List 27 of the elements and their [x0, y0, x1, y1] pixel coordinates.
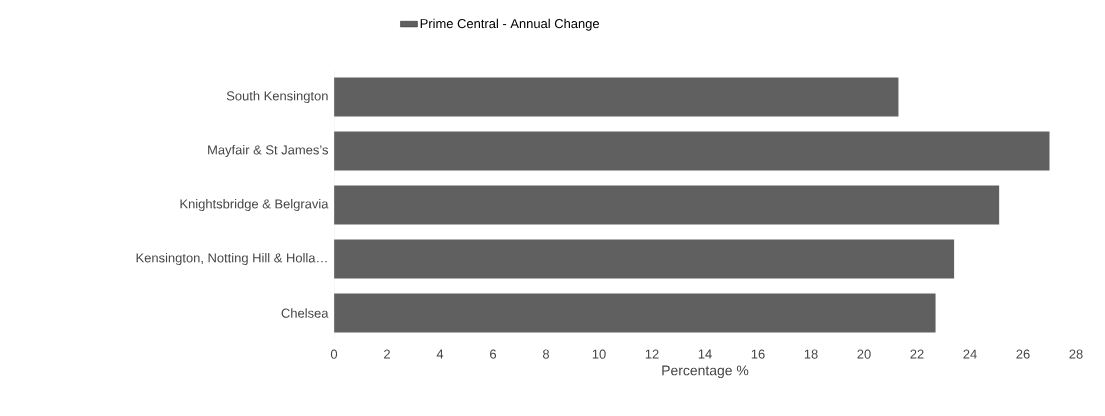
bar: [334, 185, 1000, 225]
bar: [334, 293, 936, 333]
y-tick-label: Mayfair & St James’s: [208, 144, 329, 158]
y-tick-label: South Kensington: [226, 90, 328, 104]
x-tick-label: 16: [751, 349, 765, 359]
x-tick-label: 18: [804, 349, 818, 359]
legend-label: Prime Central - Annual Change: [420, 18, 600, 31]
x-tick-label: 14: [698, 349, 712, 359]
x-tick-label: 4: [436, 349, 444, 359]
x-tick-label: 28: [1069, 349, 1083, 359]
x-tick-label: 2: [384, 349, 390, 359]
x-tick-label: 0: [330, 349, 338, 359]
x-tick-label: 26: [1016, 349, 1030, 359]
y-tick-label: Chelsea: [281, 308, 329, 318]
x-tick-label: 8: [542, 349, 550, 359]
x-axis-title: Percentage %: [662, 365, 749, 379]
x-tick-label: 20: [857, 349, 871, 359]
bar: [334, 131, 1050, 171]
bar: [334, 239, 955, 279]
x-tick-label: 10: [592, 349, 606, 359]
bar: [334, 77, 899, 117]
x-tick-label: 12: [645, 349, 659, 359]
x-tick-label: 24: [963, 349, 977, 359]
x-tick-label: 22: [910, 349, 924, 359]
x-tick-label: 6: [490, 349, 497, 359]
y-tick-label: Knightsbridge & Belgravia: [180, 198, 329, 212]
y-tick-label: Kensington, Notting Hill & Holla…: [136, 252, 327, 266]
